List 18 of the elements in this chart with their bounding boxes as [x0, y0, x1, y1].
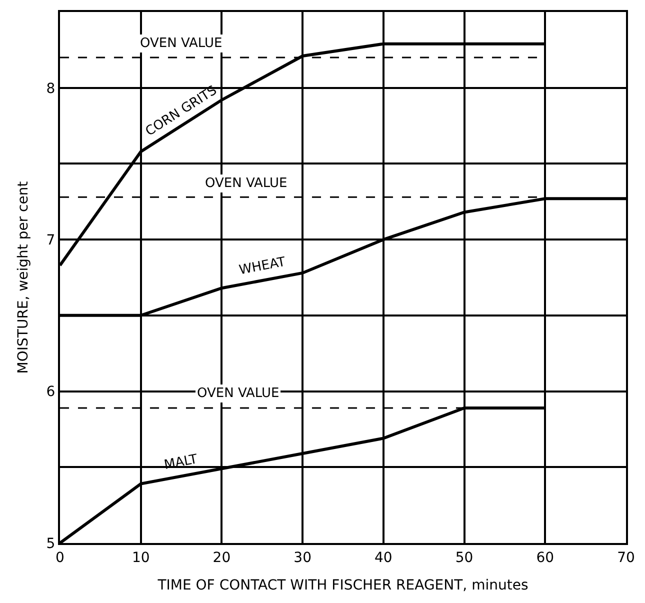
x-tick-label: 40 — [374, 550, 392, 566]
y-tick-label: 8 — [46, 80, 56, 97]
x-tick-label: 10 — [132, 550, 150, 566]
text: WHEAT — [238, 254, 287, 278]
y-axis-title: MOISTURE, weight per cent — [15, 180, 32, 374]
y-tick-label: 5 — [46, 536, 56, 552]
annotation: OVEN VALUE — [197, 386, 280, 401]
x-tick-label: 0 — [56, 550, 64, 566]
x-tick-label: 30 — [294, 550, 312, 566]
x-tick-label: 70 — [617, 550, 635, 566]
annotation: OVEN VALUE — [140, 36, 222, 51]
x-tick-label: 20 — [212, 550, 231, 566]
x-tick-label: 60 — [536, 550, 554, 566]
y-tick-label: 6 — [46, 384, 56, 400]
y-tick-label: 7 — [46, 232, 56, 248]
x-tick-label: 50 — [455, 550, 474, 566]
x-axis-title: TIME OF CONTACT WITH FISCHER REAGENT, minutes — [156, 578, 528, 594]
annotation: OVEN VALUE — [205, 176, 288, 191]
